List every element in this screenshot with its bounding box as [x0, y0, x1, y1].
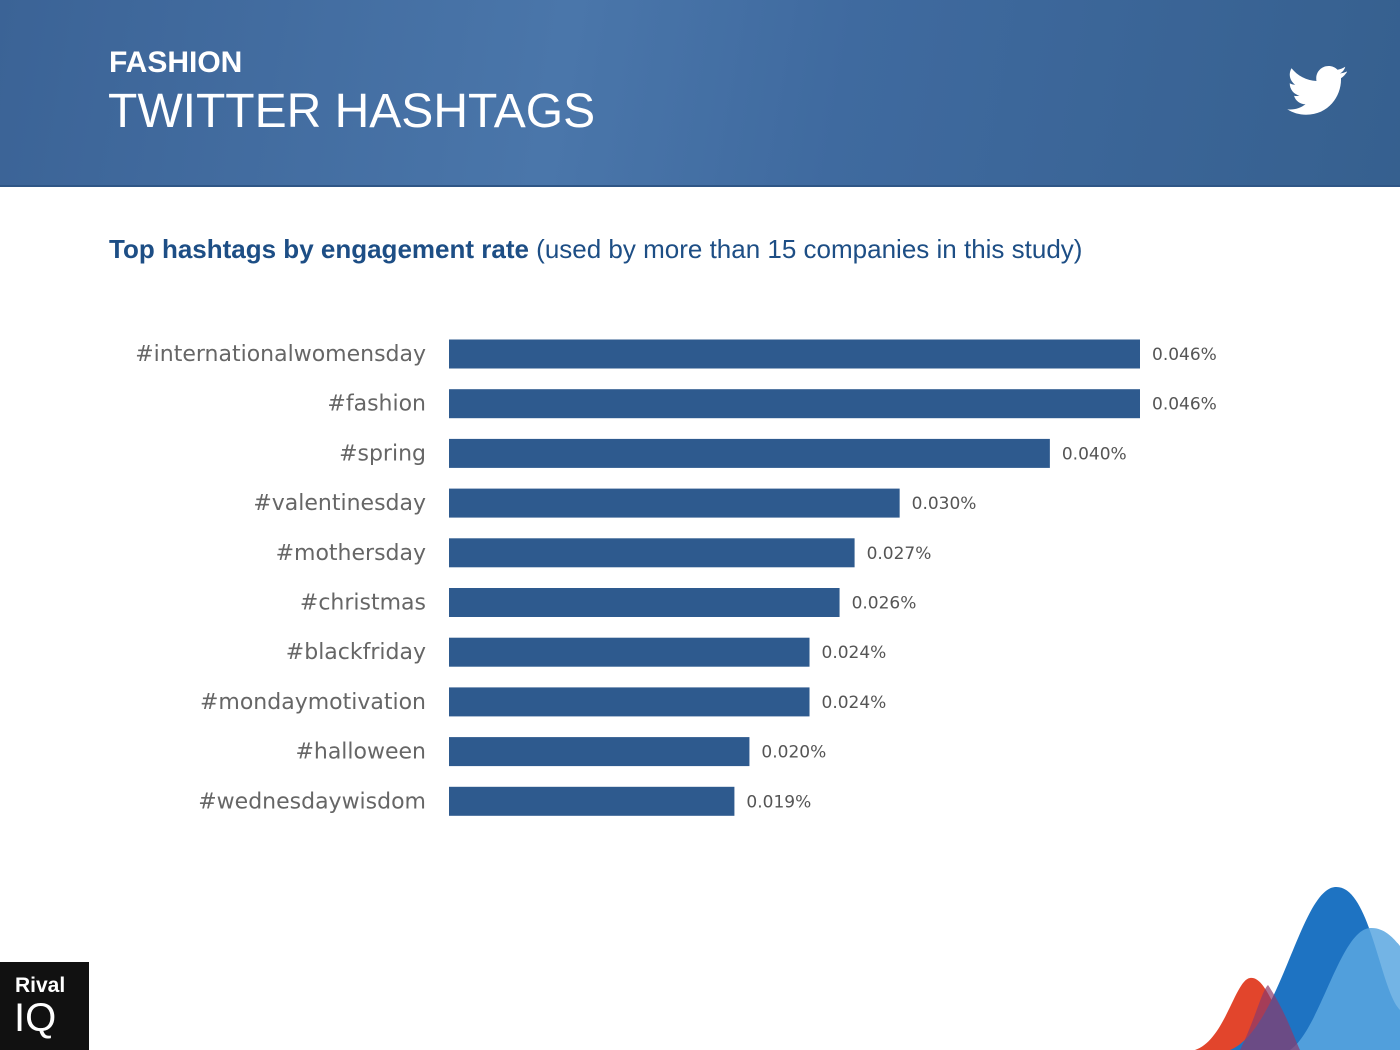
value-label: 0.046%: [1152, 395, 1217, 415]
bar: [449, 737, 750, 767]
y-tick-label: #christmas: [300, 591, 426, 616]
value-label: 0.019%: [746, 792, 811, 812]
category: FASHION: [109, 46, 243, 79]
twitter-icon: [1287, 66, 1347, 115]
y-tick-label: #spring: [339, 441, 426, 466]
value-label: 0.024%: [822, 693, 887, 713]
bar: [449, 488, 900, 518]
value-label: 0.046%: [1152, 345, 1217, 365]
y-tick-label: #mondaymotivation: [200, 690, 426, 715]
logo: Rival IQ: [0, 962, 89, 1050]
y-tick-label: #valentinesday: [253, 491, 426, 516]
bar: [449, 786, 735, 816]
value-label: 0.026%: [852, 594, 917, 614]
bar: [449, 538, 855, 568]
logo-text: IQ: [14, 996, 57, 1040]
bar: [449, 438, 1050, 468]
bar: [449, 389, 1140, 419]
chart-heading: Top hashtags by engagement rate (used by…: [109, 234, 1082, 265]
value-label: 0.020%: [761, 743, 826, 763]
chart-subtitle: (used by more than 15 companies in this …: [536, 234, 1083, 264]
y-tick-label: #halloween: [295, 740, 426, 765]
y-tick-label: #blackfriday: [286, 640, 426, 665]
bar: [449, 588, 840, 617]
y-tick-label: #mothersday: [276, 541, 426, 566]
logo-text: Rival: [15, 974, 66, 997]
value-label: 0.024%: [822, 643, 887, 663]
y-tick-label: #wednesdaywisdom: [198, 789, 426, 814]
bar: [449, 339, 1140, 369]
header: FASHION TWITTER HASHTAGS: [0, 0, 1400, 187]
value-label: 0.030%: [912, 494, 977, 514]
value-label: 0.040%: [1062, 444, 1127, 464]
bar: [449, 637, 810, 667]
page-title: TWITTER HASHTAGS: [108, 85, 596, 138]
value-label: 0.027%: [867, 544, 932, 564]
y-tick-label: #internationalwomensday: [135, 342, 426, 367]
decoration: [1240, 985, 1300, 1050]
chart-title: Top hashtags by engagement rate: [109, 234, 529, 264]
decoration: [1290, 927, 1400, 1050]
bar: [449, 687, 810, 717]
y-tick-label: #fashion: [327, 392, 426, 417]
